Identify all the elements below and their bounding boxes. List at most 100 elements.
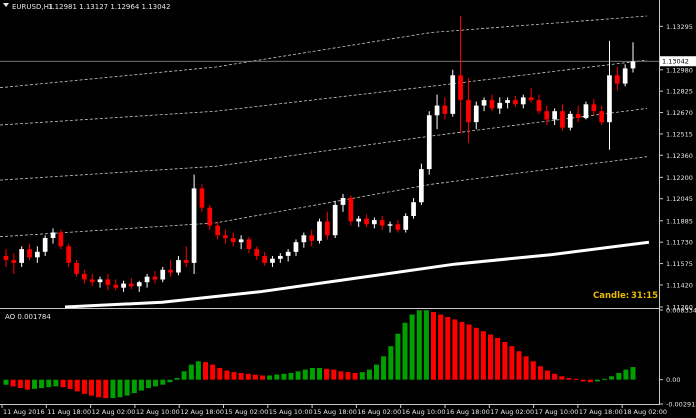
bull-candle bbox=[317, 221, 322, 241]
bear-candle bbox=[379, 220, 385, 226]
ao-bar bbox=[302, 369, 308, 380]
bear-candle bbox=[105, 279, 111, 285]
ao-bar bbox=[188, 364, 194, 380]
time-tick-label: 17 Aug 18:00 bbox=[579, 408, 623, 416]
ao-bar bbox=[274, 374, 280, 380]
ao-bar bbox=[452, 319, 458, 380]
price-tick-label: 1.11885 bbox=[666, 217, 693, 225]
bear-candle bbox=[364, 218, 369, 225]
ao-bar bbox=[160, 379, 166, 385]
ao-bar bbox=[616, 373, 622, 380]
bull-candle bbox=[136, 282, 142, 287]
ao-bar bbox=[124, 379, 130, 396]
bear-candle bbox=[152, 276, 158, 280]
time-tick-label: 18 Aug 02:00 bbox=[623, 408, 667, 416]
bull-candle bbox=[121, 283, 126, 288]
ao-bar bbox=[516, 351, 522, 380]
ao-bar bbox=[295, 371, 301, 380]
time-tick-label: 17 Aug 02:00 bbox=[490, 408, 534, 416]
ao-label: AO 0.001784 bbox=[5, 313, 51, 321]
ao-bar bbox=[594, 379, 600, 382]
bull-candle bbox=[293, 242, 299, 252]
bull-candle bbox=[372, 220, 377, 225]
bull-candle bbox=[567, 113, 573, 128]
bear-candle bbox=[89, 279, 95, 283]
bear-candle bbox=[591, 104, 597, 112]
ao-bar bbox=[488, 334, 493, 380]
price-tick-label: 1.11260 bbox=[666, 304, 693, 312]
bull-candle bbox=[19, 249, 24, 263]
ao-bar bbox=[523, 356, 529, 380]
ao-bar bbox=[210, 364, 216, 380]
price-panel[interactable] bbox=[0, 15, 659, 309]
ao-bar bbox=[530, 361, 536, 380]
bear-candle bbox=[199, 188, 205, 208]
ao-tick-label: 0.008334 bbox=[666, 307, 696, 315]
ao-bar bbox=[381, 356, 387, 380]
bull-candle bbox=[473, 105, 479, 123]
envelope-line bbox=[0, 59, 648, 126]
bull-candle bbox=[434, 105, 440, 116]
bull-candle bbox=[481, 100, 487, 106]
bull-candle bbox=[191, 188, 197, 263]
bear-candle bbox=[3, 256, 9, 261]
ao-bar bbox=[331, 369, 337, 380]
ao-bar bbox=[288, 373, 294, 380]
ao-bar bbox=[445, 317, 451, 380]
time-tick-label: 15 Aug 10:00 bbox=[269, 408, 313, 416]
ao-bar bbox=[231, 372, 237, 380]
ao-bar bbox=[181, 371, 187, 380]
ao-bar bbox=[466, 324, 472, 380]
ao-bar bbox=[103, 379, 109, 399]
ao-bar bbox=[338, 371, 344, 380]
bull-candle bbox=[270, 258, 275, 263]
bear-candle bbox=[129, 283, 134, 287]
ao-tick-label: 0.00 bbox=[666, 376, 680, 384]
indicator-panel-ao[interactable] bbox=[3, 310, 636, 399]
ao-bar bbox=[195, 361, 201, 380]
ao-bar bbox=[32, 379, 37, 389]
bull-candle bbox=[403, 216, 409, 230]
ao-bar bbox=[260, 375, 265, 380]
ao-bar bbox=[24, 379, 30, 390]
ao-bar bbox=[431, 312, 436, 380]
bear-candle bbox=[575, 113, 581, 118]
ao-bar bbox=[495, 337, 501, 380]
bull-candle bbox=[340, 198, 346, 205]
bear-candle bbox=[348, 198, 354, 222]
current-price-label: 1.13042 bbox=[662, 58, 689, 66]
ao-bar bbox=[245, 373, 251, 380]
bull-candle bbox=[238, 239, 244, 243]
ao-bar bbox=[459, 322, 465, 380]
triangle-down-icon[interactable] bbox=[3, 3, 9, 7]
ao-bar bbox=[416, 310, 422, 380]
moving-average-line bbox=[64, 240, 650, 309]
symbol-title: EURUSD,H1 bbox=[12, 3, 53, 11]
bull-candle bbox=[160, 269, 166, 280]
ao-bar bbox=[89, 379, 94, 396]
ao-bar bbox=[324, 368, 330, 380]
bull-candle bbox=[42, 238, 48, 252]
bear-candle bbox=[489, 100, 495, 109]
bear-candle bbox=[58, 232, 64, 247]
ao-bar bbox=[352, 373, 358, 380]
ao-bar bbox=[423, 310, 429, 380]
bear-candle bbox=[11, 260, 17, 263]
bear-candle bbox=[442, 105, 448, 114]
bull-candle bbox=[426, 115, 432, 170]
ao-bar bbox=[630, 367, 636, 380]
bear-candle bbox=[262, 256, 267, 263]
time-tick-label: 15 Aug 18:00 bbox=[313, 408, 357, 416]
ao-bar bbox=[39, 379, 45, 389]
time-tick-label: 16 Aug 02:00 bbox=[357, 408, 401, 416]
bull-candle bbox=[176, 260, 181, 273]
ao-bar bbox=[502, 342, 508, 380]
price-tick-label: 1.12825 bbox=[666, 88, 693, 96]
ao-bar bbox=[552, 373, 558, 380]
bear-candle bbox=[183, 260, 189, 263]
ao-bar bbox=[566, 378, 572, 380]
bear-candle bbox=[325, 221, 330, 236]
ao-bar bbox=[509, 346, 515, 380]
